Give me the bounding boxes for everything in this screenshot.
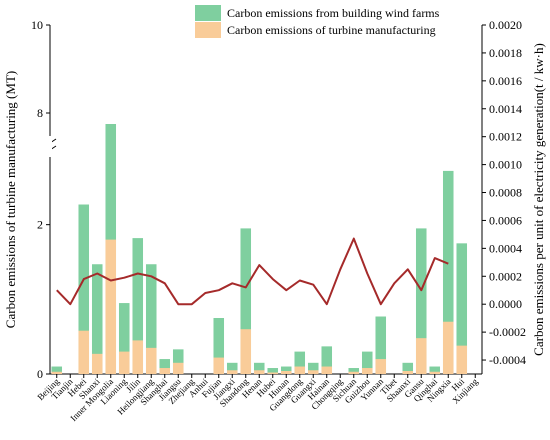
y2-tick-label: 0.0006 <box>489 213 522 227</box>
bar-wind-farm <box>91 264 103 374</box>
bar-wind-farm <box>253 362 265 374</box>
y2-tick-label: 0.0016 <box>489 74 522 88</box>
bar-wind-farm <box>456 243 468 374</box>
bar-turbine-manufacturing <box>267 372 279 374</box>
bar-turbine-manufacturing <box>145 347 157 374</box>
bar-wind-farm <box>348 368 360 374</box>
bar-wind-farm <box>145 264 157 374</box>
bar-wind-farm <box>226 362 238 374</box>
bar-turbine-manufacturing <box>91 353 103 374</box>
bar-wind-farm <box>415 228 427 374</box>
bar-wind-farm <box>402 362 414 374</box>
legend-swatch <box>195 5 221 21</box>
y2-axis-title: Carbon emissions per unit of electricity… <box>531 43 546 356</box>
bar-turbine-manufacturing <box>456 345 468 374</box>
y2-tick-label: 0.0004 <box>489 241 522 255</box>
bar-turbine-manufacturing <box>415 338 427 374</box>
y2-tick-label: 0.0008 <box>489 186 522 200</box>
y-tick-label: 0 <box>37 367 43 381</box>
bar-wind-farm <box>375 316 387 374</box>
bar-wind-farm <box>361 351 373 374</box>
bar-turbine-manufacturing <box>172 362 184 374</box>
legend-swatch <box>195 22 221 38</box>
bar-turbine-manufacturing <box>226 370 238 374</box>
bar-turbine-manufacturing <box>348 371 360 374</box>
bar-turbine-manufacturing <box>78 330 90 374</box>
bar-wind-farm <box>132 238 144 374</box>
bar-wind-farm <box>280 366 292 374</box>
bar-wind-farm <box>159 359 171 374</box>
bar-wind-farm <box>51 366 63 374</box>
bar-turbine-manufacturing <box>321 366 333 374</box>
bar-turbine-manufacturing <box>307 370 319 374</box>
bar-turbine-manufacturing <box>132 340 144 374</box>
y-tick-label: 10 <box>31 18 43 32</box>
bar-turbine-manufacturing <box>213 357 225 374</box>
bar-turbine-manufacturing <box>280 371 292 374</box>
line-layer <box>56 237 449 306</box>
bar-wind-farm <box>429 366 441 374</box>
y-tick-label: 2 <box>37 218 43 232</box>
y2-tick-label: 0.0014 <box>489 102 522 116</box>
bar-wind-farm <box>267 368 279 374</box>
y2-tick-label: 0.0012 <box>489 130 522 144</box>
bar-turbine-manufacturing <box>159 368 171 374</box>
axis-break-gap <box>40 136 52 157</box>
bar-wind-farm <box>172 349 184 374</box>
bar-wind-farm <box>442 170 454 374</box>
legend: Carbon emissions from building wind farm… <box>195 5 440 38</box>
bars-layer <box>51 124 468 374</box>
bar-turbine-manufacturing <box>105 239 117 374</box>
bar-wind-farm <box>307 362 319 374</box>
bar-wind-farm <box>294 351 306 374</box>
bar-turbine-manufacturing <box>442 321 454 374</box>
bar-wind-farm <box>321 346 333 374</box>
bar-turbine-manufacturing <box>294 366 306 374</box>
bar-turbine-manufacturing <box>375 359 387 374</box>
y-tick-label: 8 <box>37 106 43 120</box>
bar-turbine-manufacturing <box>240 329 252 374</box>
line-emissions-per-unit <box>56 237 449 306</box>
bar-turbine-manufacturing <box>118 351 130 374</box>
y2-tick-label: -0.0004 <box>489 353 526 367</box>
y2-tick-label: 0.0000 <box>489 297 522 311</box>
y2-tick-label: -0.0002 <box>489 325 526 339</box>
y2-tick-label: 0.0002 <box>489 269 522 283</box>
legend-label: Carbon emissions from building wind farm… <box>227 6 440 20</box>
bar-turbine-manufacturing <box>361 368 373 374</box>
y-axis-title: Carbon emissions of turbine manufacturin… <box>3 71 18 328</box>
bar-turbine-manufacturing <box>429 371 441 374</box>
bar-wind-farm <box>240 228 252 374</box>
bar-wind-farm <box>118 303 130 374</box>
bar-turbine-manufacturing <box>253 370 265 374</box>
y2-tick-label: 0.0020 <box>489 18 522 32</box>
y2-tick-label: 0.0018 <box>489 46 522 60</box>
legend-label: Carbon emissions of turbine manufacturin… <box>227 23 436 37</box>
bar-wind-farm <box>78 204 90 374</box>
y2-tick-label: 0.0010 <box>489 158 522 172</box>
bar-turbine-manufacturing <box>402 371 414 374</box>
bar-wind-farm <box>213 318 225 374</box>
bar-turbine-manufacturing <box>51 371 63 374</box>
